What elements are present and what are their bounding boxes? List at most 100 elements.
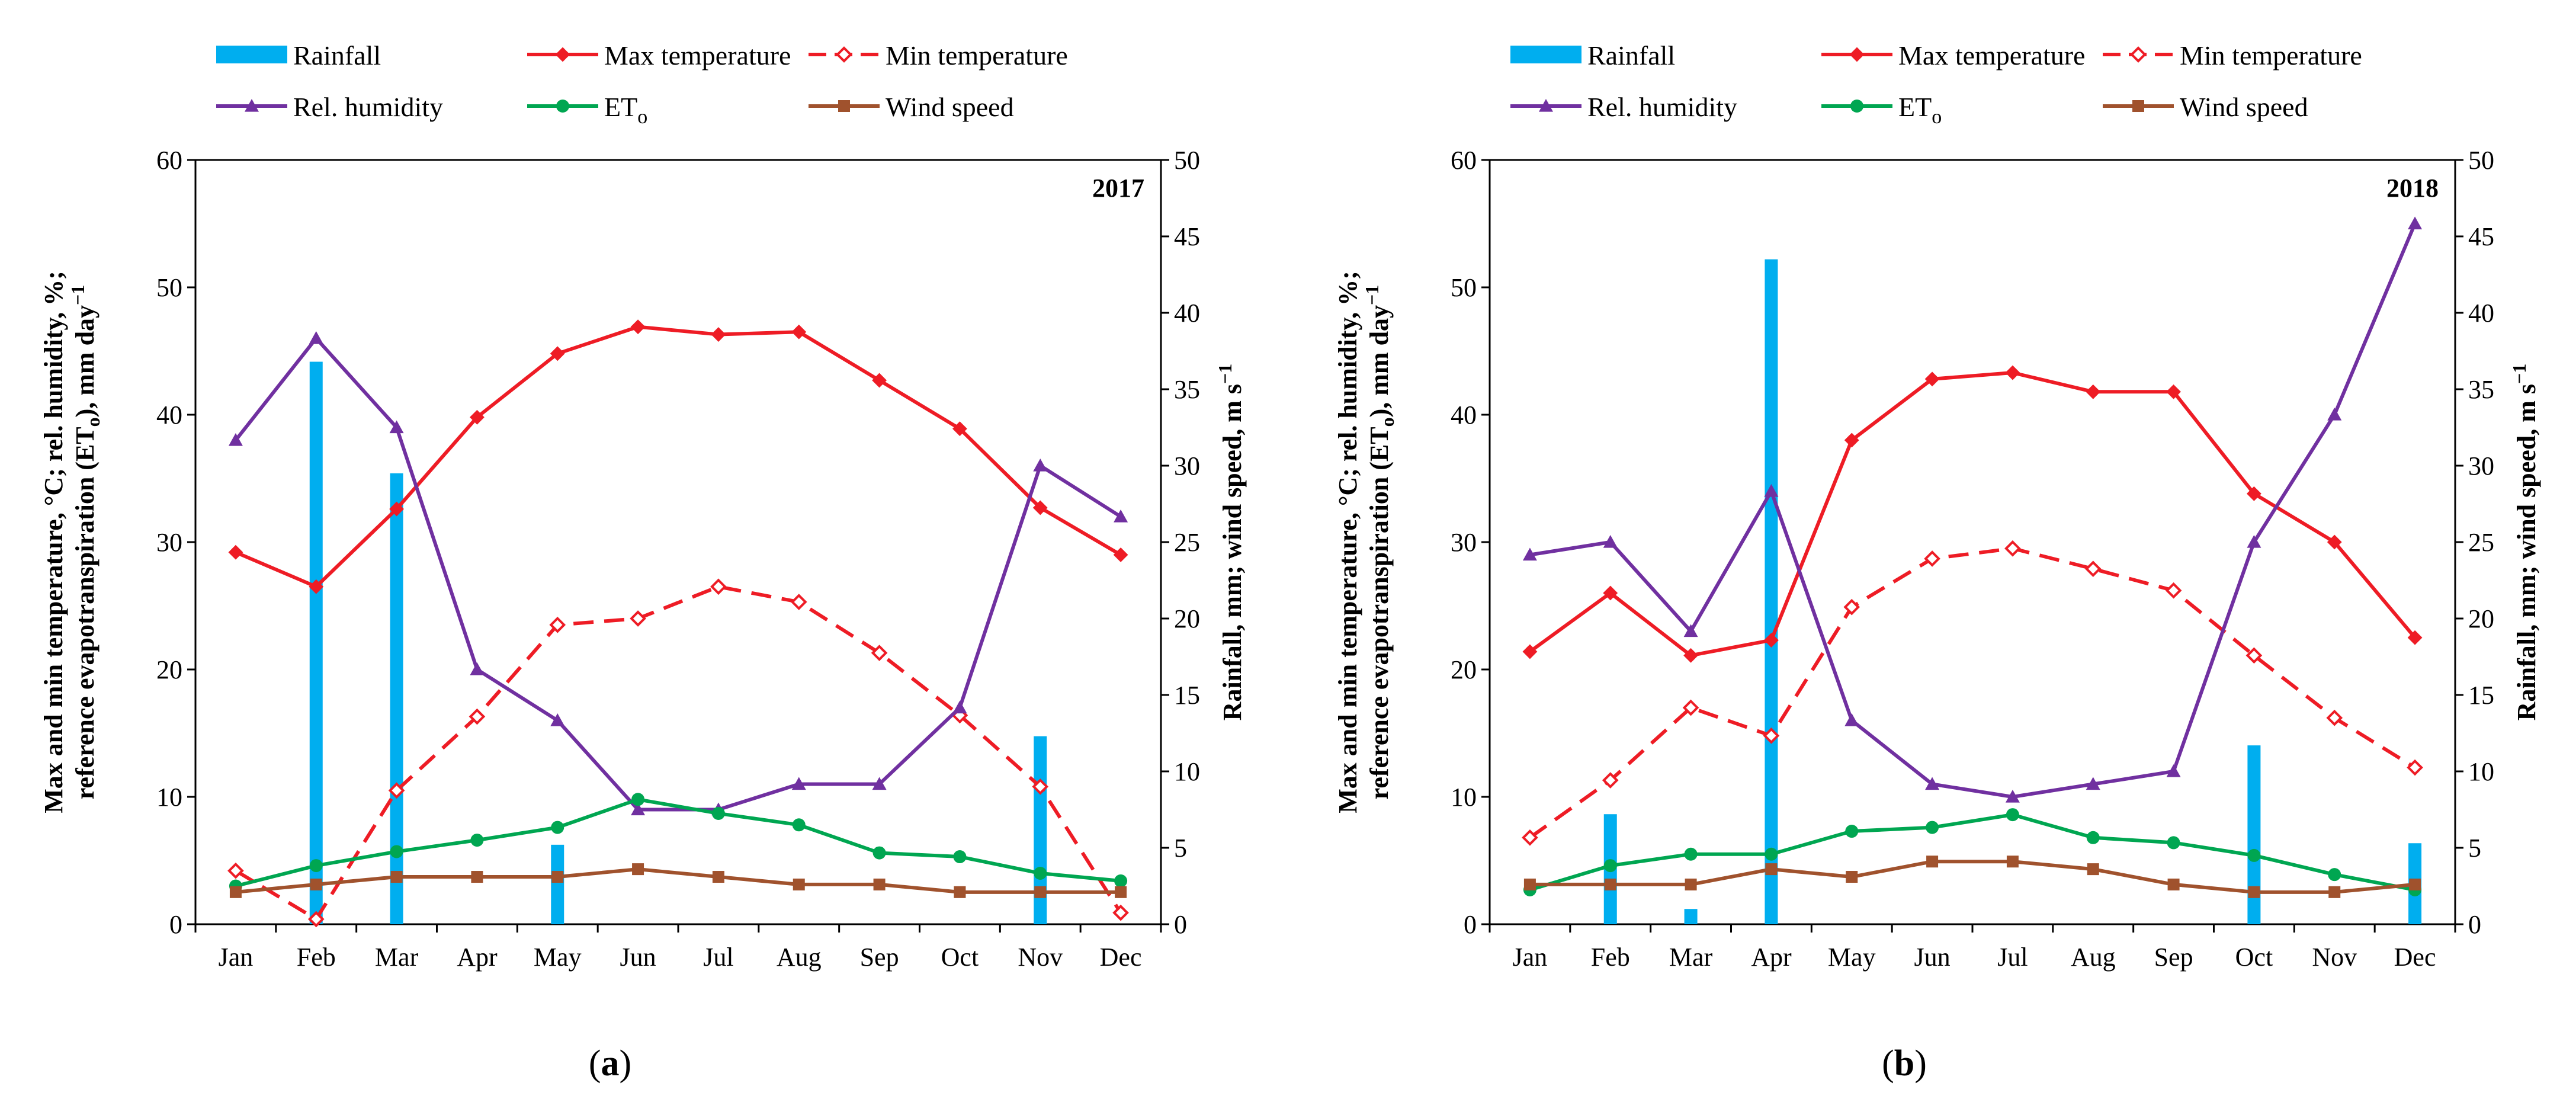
- y-left-title-line1: Max and min temperature, °C; rel. humidi…: [1333, 271, 1362, 813]
- y-right-tick-label: 0: [2468, 910, 2481, 939]
- point-min-temp-aug: [2084, 560, 2102, 577]
- point-eto-may: [1845, 825, 1859, 838]
- point-wind-speed-jun: [1926, 856, 1939, 868]
- point-eto-sep: [872, 846, 886, 860]
- x-tick-label-mar: Mar: [1669, 943, 1713, 972]
- x-tick-label-nov: Nov: [2312, 943, 2357, 972]
- point-rel-humidity-jul: [2005, 790, 2020, 803]
- legend: Rainfall Max temperature Min temperature Re…: [216, 40, 1068, 128]
- y-right-title-main: Rainfall, mm; wind speed, m s: [2512, 384, 2541, 720]
- point-min-temp-sep: [871, 645, 888, 661]
- series-wind-speed: [229, 863, 1127, 898]
- point-wind-speed-sep: [2167, 878, 2180, 890]
- point-max-temp-apr: [1764, 633, 1779, 648]
- point-min-temp-may: [549, 616, 566, 633]
- point-wind-speed-dec: [1115, 886, 1127, 898]
- legend-min-temp-marker: [836, 46, 852, 63]
- legend: Rainfall Max temperature Min temperature Re…: [1510, 40, 2362, 128]
- y-left-title-sup: −1: [1361, 285, 1382, 305]
- y-left-tick-label: 0: [1464, 910, 1477, 939]
- x-tick-label-may: May: [534, 943, 582, 972]
- legend-rainfall-swatch: [216, 46, 287, 63]
- series-line-rel-humidity: [234, 337, 1122, 812]
- point-wind-speed-jul: [712, 871, 724, 883]
- point-rel-humidity-feb: [309, 331, 323, 344]
- x-tick-label-dec: Dec: [2394, 943, 2436, 972]
- series-rel-humidity: [1522, 216, 2423, 803]
- x-tick-label-jan: Jan: [1513, 943, 1548, 972]
- point-eto-aug: [2086, 831, 2100, 844]
- y-left-title-sup: −1: [67, 285, 88, 305]
- y-right-tick-label: 20: [2468, 604, 2494, 633]
- x-tick-label-mar: Mar: [375, 943, 419, 972]
- x-tick-label-nov: Nov: [1018, 943, 1063, 972]
- point-max-temp-mar: [1683, 648, 1698, 663]
- legend-eto-label: ETo: [1898, 92, 1942, 128]
- x-tick-label-jul: Jul: [1997, 943, 2028, 972]
- point-min-temp-jul: [710, 578, 727, 595]
- rainfall-bar-feb: [309, 361, 323, 924]
- point-wind-speed-jul: [2006, 856, 2019, 868]
- point-wind-speed-feb: [310, 878, 322, 890]
- point-max-temp-jan: [1522, 644, 1538, 659]
- point-rel-humidity-sep: [2166, 764, 2181, 777]
- point-wind-speed-aug: [793, 878, 805, 890]
- y-left-title-pre: reference evapotranspiration (ET: [70, 427, 100, 799]
- legend-eto-label: ETo: [604, 92, 647, 128]
- y-right-tick-label: 45: [2468, 222, 2494, 251]
- point-wind-speed-jan: [229, 886, 242, 898]
- x-tick-label-feb: Feb: [297, 943, 336, 972]
- point-eto-oct: [953, 850, 967, 864]
- y-right-tick-label: 45: [1174, 222, 1200, 251]
- point-eto-mar: [1684, 847, 1698, 861]
- point-max-temp-sep: [2166, 384, 2181, 399]
- y-left-tick-label: 20: [156, 655, 182, 684]
- point-min-temp-aug: [790, 594, 807, 610]
- point-rel-humidity-may: [550, 713, 565, 726]
- legend-wind-speed-marker: [838, 100, 850, 112]
- point-min-temp-dec: [1112, 904, 1129, 921]
- rainfall-bar-apr: [1765, 259, 1778, 925]
- legend-eto-marker: [556, 100, 569, 113]
- y-left-tick-label: 30: [156, 528, 182, 557]
- series-line-wind-speed: [235, 867, 1121, 894]
- y-right-title-sup: −1: [2508, 364, 2530, 384]
- legend-min-temp-label: Min temperature: [2180, 40, 2362, 71]
- point-max-temp-apr: [470, 409, 485, 425]
- point-wind-speed-jun: [632, 863, 644, 876]
- panel-label: (b): [1882, 1043, 1927, 1084]
- y-left-title-line2: reference evapotranspiration (ETo), mm d…: [67, 285, 104, 800]
- y-left-tick-label: 40: [156, 400, 182, 430]
- point-wind-speed-mar: [390, 871, 403, 883]
- point-min-temp-feb: [1602, 772, 1619, 789]
- y-right-tick-label: 5: [2468, 834, 2481, 863]
- year-label: 2018: [2386, 174, 2439, 203]
- point-min-temp-dec: [2407, 759, 2423, 776]
- rainfall-bar-mar: [390, 473, 403, 924]
- point-eto-jul: [2006, 808, 2019, 822]
- x-tick-label-oct: Oct: [941, 943, 979, 972]
- point-eto-mar: [390, 845, 403, 858]
- point-wind-speed-oct: [2248, 886, 2260, 898]
- chart-panel-a: Rainfall Max temperature Min temperature Re…: [39, 40, 1247, 1084]
- point-min-temp-oct: [2245, 647, 2263, 664]
- legend-max-temp-label: Max temperature: [1898, 40, 2085, 71]
- y-left-tick-label: 60: [156, 146, 182, 175]
- point-wind-speed-feb: [1604, 878, 1616, 890]
- point-eto-oct: [2247, 848, 2261, 862]
- legend-rainfall-swatch: [1510, 46, 1581, 63]
- point-eto-jun: [631, 793, 645, 806]
- year-label: 2017: [1092, 174, 1144, 203]
- legend-eto-base: ET: [1898, 92, 1932, 122]
- series-eto: [229, 793, 1128, 893]
- point-max-temp-oct: [952, 421, 967, 437]
- y-right-tick-label: 15: [2468, 681, 2494, 710]
- legend-rainfall-label: Rainfall: [293, 40, 381, 71]
- point-eto-aug: [792, 818, 806, 832]
- x-tick-label-aug: Aug: [2071, 943, 2116, 972]
- legend-min-temp-label: Min temperature: [886, 40, 1068, 71]
- point-max-temp-feb: [309, 579, 324, 594]
- point-wind-speed-sep: [873, 878, 886, 890]
- legend-rel-humidity-marker: [1539, 99, 1553, 112]
